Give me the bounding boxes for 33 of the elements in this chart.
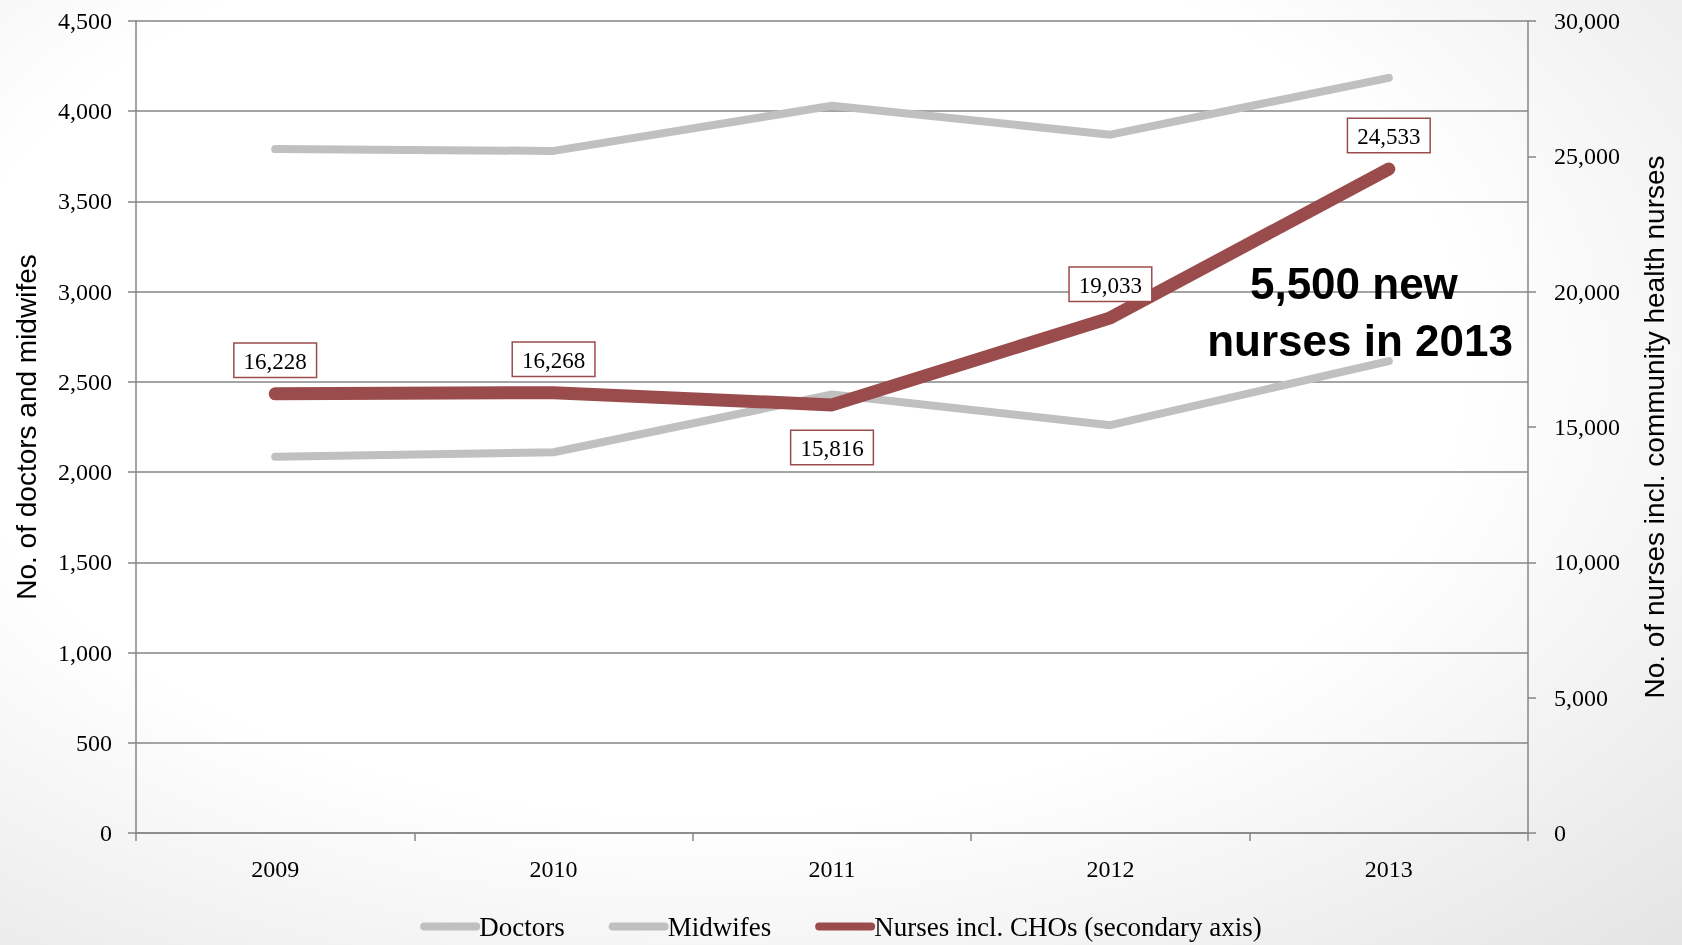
y2-tick-label: 20,000 [1554, 278, 1620, 305]
y2-axis-title: No. of nurses incl. community health nurses [1638, 155, 1670, 699]
x-tick-label: 2011 [808, 856, 856, 882]
y-tick-label: 500 [76, 729, 112, 756]
y-tick-label: 3,000 [58, 278, 112, 305]
y-tick-label: 3,500 [58, 188, 112, 215]
y2-tick-label: 0 [1554, 820, 1566, 846]
x-tick-label: 2009 [251, 856, 300, 882]
y-tick-label: 4,500 [58, 8, 112, 34]
y2-tick-label: 5,000 [1554, 684, 1608, 711]
data-label: 16,268 [521, 347, 586, 373]
y-tick-label: 0 [100, 820, 112, 846]
data-label: 24,533 [1357, 123, 1421, 149]
legend-label: Nurses incl. CHOs (secondary axis) [874, 911, 1262, 942]
data-label: 19,033 [1078, 272, 1143, 298]
x-tick-label: 2010 [529, 856, 578, 882]
y2-tick-label: 25,000 [1554, 143, 1620, 170]
y-tick-label: 4,000 [58, 98, 112, 125]
y-tick-label: 2,500 [58, 368, 112, 395]
y-tick-label: 1,000 [58, 639, 112, 666]
y2-tick-label: 10,000 [1554, 549, 1620, 576]
legend-label: Midwifes [667, 911, 772, 942]
annotation: 5,500 new nurses in 2013 [1207, 259, 1513, 365]
legend-label: Doctors [479, 911, 565, 942]
data-label: 15,816 [800, 435, 864, 461]
data-label: 16,228 [243, 348, 307, 374]
y2-tick-label: 15,000 [1554, 414, 1620, 440]
y-axis-title: No. of doctors and midwifes [10, 254, 42, 600]
y-tick-label: 1,500 [58, 549, 112, 576]
y2-tick-label: 30,000 [1554, 8, 1620, 34]
y-tick-label: 2,000 [58, 459, 112, 486]
x-tick-label: 2012 [1086, 856, 1135, 882]
x-tick-label: 2013 [1364, 856, 1413, 882]
